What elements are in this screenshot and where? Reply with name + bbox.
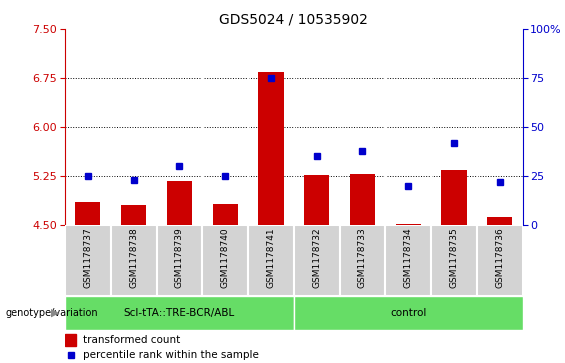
Text: GSM1178737: GSM1178737 — [84, 227, 92, 288]
Bar — [396, 224, 421, 225]
Text: GSM1178740: GSM1178740 — [221, 227, 229, 288]
Bar — [294, 296, 523, 330]
Text: GSM1178732: GSM1178732 — [312, 227, 321, 288]
Bar — [65, 334, 76, 346]
Bar — [477, 225, 523, 296]
Bar — [304, 175, 329, 225]
Text: control: control — [390, 308, 427, 318]
Text: transformed count: transformed count — [83, 335, 181, 345]
Text: Scl-tTA::TRE-BCR/ABL: Scl-tTA::TRE-BCR/ABL — [124, 308, 235, 318]
Bar — [157, 225, 202, 296]
Bar — [111, 225, 157, 296]
Title: GDS5024 / 10535902: GDS5024 / 10535902 — [219, 12, 368, 26]
Text: GSM1178741: GSM1178741 — [267, 227, 275, 288]
Bar — [431, 225, 477, 296]
Bar — [65, 225, 111, 296]
Text: genotype/variation: genotype/variation — [6, 308, 98, 318]
Text: GSM1178736: GSM1178736 — [496, 227, 504, 288]
Bar — [248, 225, 294, 296]
Bar — [121, 205, 146, 225]
Bar — [385, 225, 431, 296]
Bar — [212, 204, 238, 225]
Bar — [441, 170, 467, 225]
Bar — [350, 174, 375, 225]
Bar — [258, 72, 284, 225]
Bar — [487, 217, 512, 225]
Text: GSM1178735: GSM1178735 — [450, 227, 458, 288]
Bar — [65, 296, 294, 330]
Text: percentile rank within the sample: percentile rank within the sample — [83, 350, 259, 360]
Bar — [340, 225, 385, 296]
Bar — [294, 225, 340, 296]
Bar — [75, 202, 101, 225]
Bar — [202, 225, 248, 296]
Bar — [167, 181, 192, 225]
Text: GSM1178739: GSM1178739 — [175, 227, 184, 288]
Text: GSM1178733: GSM1178733 — [358, 227, 367, 288]
Text: GSM1178738: GSM1178738 — [129, 227, 138, 288]
Text: GSM1178734: GSM1178734 — [404, 227, 412, 288]
Text: ▶: ▶ — [51, 308, 59, 318]
